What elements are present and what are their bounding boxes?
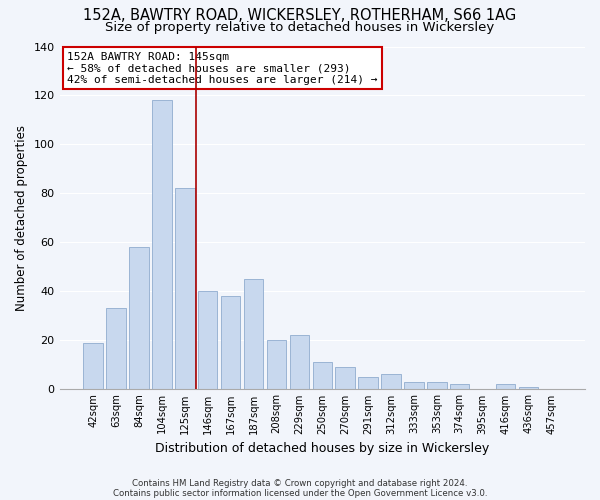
Bar (106, 308, 126, 389)
Text: 152A, BAWTRY ROAD, WICKERSLEY, ROTHERHAM, S66 1AG: 152A, BAWTRY ROAD, WICKERSLEY, ROTHERHAM… (83, 8, 517, 22)
Bar (83, 342, 103, 389)
Bar (244, 279, 263, 389)
Bar (129, 247, 149, 389)
Y-axis label: Number of detached properties: Number of detached properties (15, 125, 28, 311)
Bar (450, 384, 469, 389)
Bar (267, 340, 286, 389)
Bar (221, 296, 241, 389)
Bar (519, 386, 538, 389)
Bar (198, 291, 217, 389)
Text: Contains HM Land Registry data © Crown copyright and database right 2024.: Contains HM Land Registry data © Crown c… (132, 478, 468, 488)
Bar (496, 384, 515, 389)
Bar (152, 100, 172, 389)
Bar (381, 374, 401, 389)
Bar (290, 336, 309, 389)
Text: Contains public sector information licensed under the Open Government Licence v3: Contains public sector information licen… (113, 488, 487, 498)
Text: 152A BAWTRY ROAD: 145sqm
← 58% of detached houses are smaller (293)
42% of semi-: 152A BAWTRY ROAD: 145sqm ← 58% of detach… (67, 52, 378, 85)
Bar (175, 188, 194, 389)
X-axis label: Distribution of detached houses by size in Wickersley: Distribution of detached houses by size … (155, 442, 490, 455)
Bar (313, 362, 332, 389)
Bar (358, 377, 378, 389)
Text: Size of property relative to detached houses in Wickersley: Size of property relative to detached ho… (106, 21, 494, 34)
Bar (335, 367, 355, 389)
Bar (427, 382, 446, 389)
Bar (404, 382, 424, 389)
